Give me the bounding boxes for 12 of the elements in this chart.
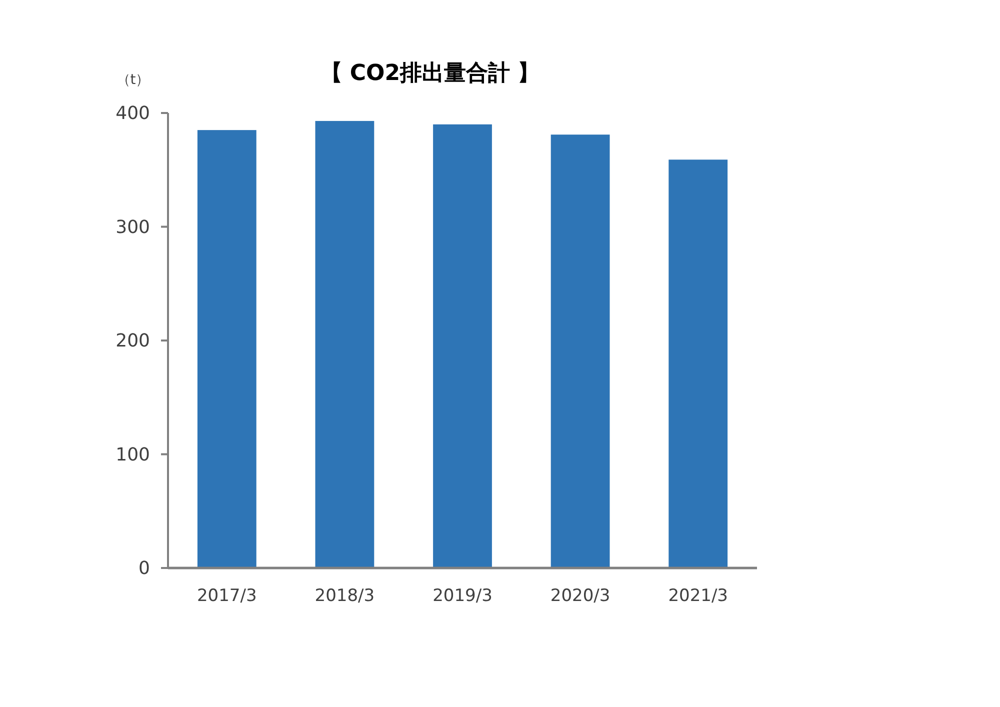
x-tick-label: 2017/3 <box>196 586 257 606</box>
y-tick-label: 0 <box>138 558 150 579</box>
y-tick-label: 200 <box>116 330 150 352</box>
y-tick-label: 400 <box>116 103 150 124</box>
y-tick-label: 100 <box>116 444 150 466</box>
chart-title: 【 CO2排出量合計 】 <box>320 61 540 86</box>
x-tick-label: 2021/3 <box>668 586 728 606</box>
y-tick-label: 300 <box>116 216 150 238</box>
x-tick-label: 2018/3 <box>314 586 375 606</box>
y-axis-title: （t） <box>116 72 150 88</box>
x-tick-label: 2020/3 <box>550 586 610 606</box>
x-tick-label: 2019/3 <box>432 586 492 606</box>
